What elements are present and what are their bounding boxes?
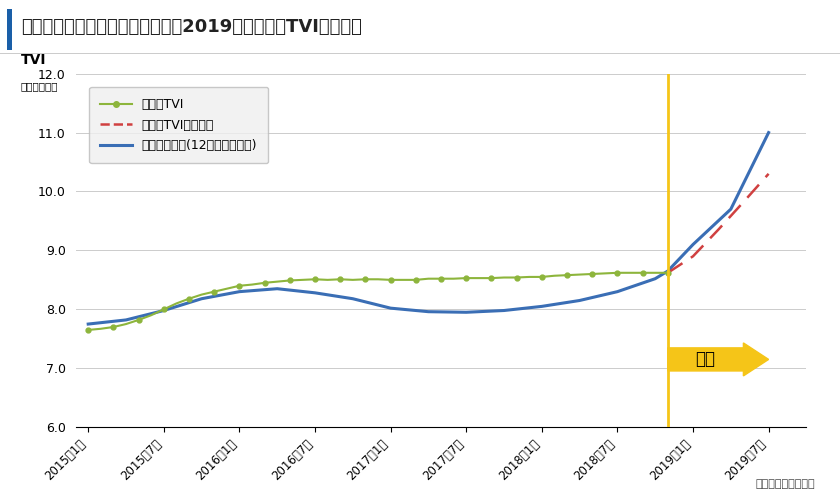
Polygon shape	[668, 343, 769, 376]
Text: 予測: 予測	[696, 351, 716, 368]
Bar	[7, 9, 12, 50]
Text: 図　大阪府の需給ギャップ推移と2019年の空室率TVI推移予測: 図 大阪府の需給ギャップ推移と2019年の空室率TVI推移予測	[21, 18, 362, 35]
Text: TVI: TVI	[21, 53, 46, 67]
Text: （ポイント）: （ポイント）	[21, 81, 58, 91]
Legend: 空室率TVI, 空室率TVI推移予測, 需給ギャップ(12か月移動平均): 空室率TVI, 空室率TVI推移予測, 需給ギャップ(12か月移動平均)	[89, 87, 269, 164]
Text: 分析：株式会社タス: 分析：株式会社タス	[755, 479, 815, 489]
